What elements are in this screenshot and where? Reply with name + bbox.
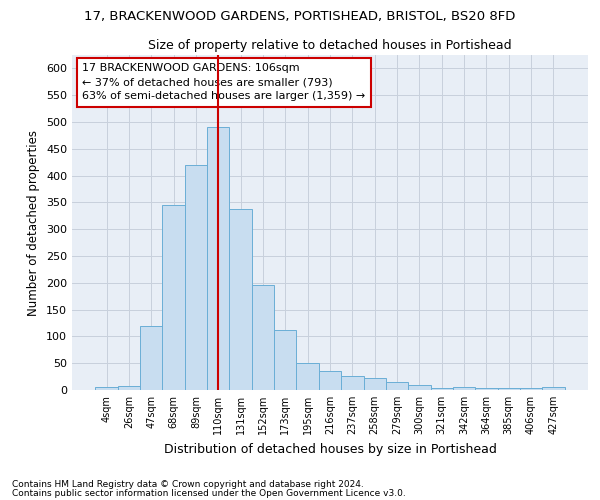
Bar (163, 205, 185, 390)
Text: 17 BRACKENWOOD GARDENS: 106sqm
← 37% of detached houses are smaller (793)
63% of: 17 BRACKENWOOD GARDENS: 106sqm ← 37% of … (82, 64, 365, 102)
Bar (296, 363, 319, 390)
Bar (118, 386, 140, 390)
Bar (140, 326, 163, 390)
Bar (408, 384, 431, 390)
Text: Contains HM Land Registry data © Crown copyright and database right 2024.: Contains HM Land Registry data © Crown c… (12, 480, 364, 489)
Bar (475, 388, 497, 390)
Bar (229, 209, 252, 390)
Bar (95, 388, 118, 390)
Bar (341, 376, 364, 390)
Bar (364, 378, 386, 390)
Bar (274, 330, 296, 390)
Y-axis label: Number of detached properties: Number of detached properties (28, 130, 40, 316)
Title: Size of property relative to detached houses in Portishead: Size of property relative to detached ho… (148, 40, 512, 52)
Bar (207, 128, 229, 390)
Text: 17, BRACKENWOOD GARDENS, PORTISHEAD, BRISTOL, BS20 8FD: 17, BRACKENWOOD GARDENS, PORTISHEAD, BRI… (85, 10, 515, 23)
Bar (520, 388, 542, 390)
Text: Contains public sector information licensed under the Open Government Licence v3: Contains public sector information licen… (12, 488, 406, 498)
Bar (542, 388, 565, 390)
Bar (319, 371, 341, 390)
Bar (431, 388, 453, 390)
Bar (497, 388, 520, 390)
Bar (252, 286, 274, 390)
X-axis label: Distribution of detached houses by size in Portishead: Distribution of detached houses by size … (164, 442, 496, 456)
Bar (185, 165, 207, 390)
Bar (386, 382, 408, 390)
Bar (453, 388, 475, 390)
